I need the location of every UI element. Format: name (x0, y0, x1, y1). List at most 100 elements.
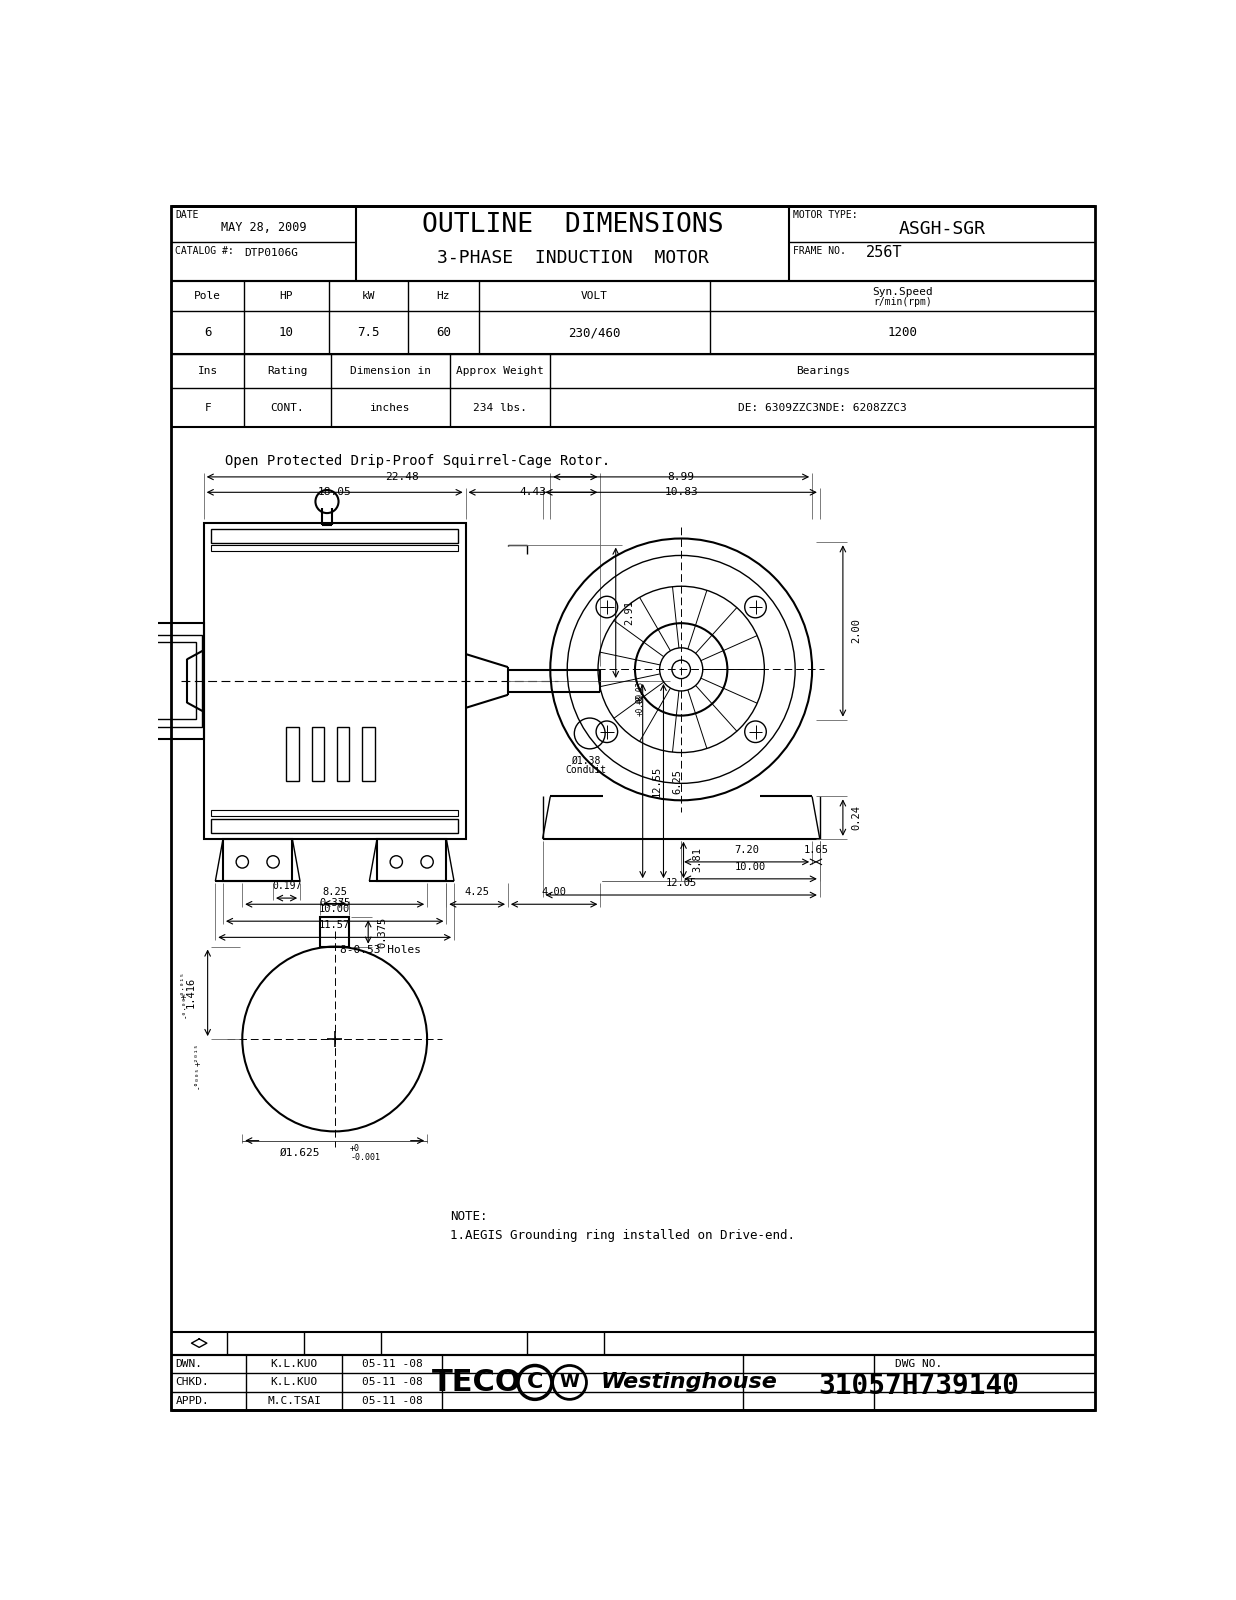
Bar (320, 917, 349, 947)
Text: 4.43: 4.43 (519, 488, 546, 498)
Bar (204, 523, 466, 838)
Text: 12.55: 12.55 (651, 765, 661, 797)
Text: -°⁰⁰⁵: -°⁰⁰⁵ (194, 1066, 203, 1090)
Bar (148, 635, 203, 726)
Text: +0.09: +0.09 (635, 693, 645, 715)
Text: 4.25: 4.25 (465, 886, 489, 898)
Bar (211, 544, 457, 550)
Bar (222, 838, 293, 882)
Text: 6.25: 6.25 (672, 768, 682, 794)
Text: Conduit: Conduit (565, 765, 607, 774)
Bar (141, 624, 204, 739)
Text: VOLT: VOLT (581, 291, 608, 301)
Text: Pole: Pole (194, 291, 221, 301)
Text: +²⁰¹⁵: +²⁰¹⁵ (194, 1043, 203, 1066)
Text: 22.48: 22.48 (386, 472, 419, 482)
Text: 10.00: 10.00 (319, 904, 350, 914)
Text: W: W (560, 1373, 580, 1392)
Text: Rating: Rating (267, 366, 308, 376)
Text: Hz: Hz (436, 291, 450, 301)
Text: Approx Weight: Approx Weight (456, 366, 544, 376)
Text: DTP0106G: DTP0106G (245, 248, 299, 258)
Bar (211, 810, 457, 816)
Text: CATALOG #:: CATALOG #: (176, 246, 234, 256)
Text: inches: inches (371, 403, 410, 413)
Bar (211, 819, 457, 832)
Text: TECO: TECO (433, 1368, 522, 1397)
Text: -⁰·⁰⁰⁵: -⁰·⁰⁰⁵ (180, 990, 189, 1018)
Text: 2.00: 2.00 (852, 619, 861, 643)
Text: APPD.: APPD. (176, 1395, 209, 1406)
Text: 11.57: 11.57 (319, 920, 350, 930)
Text: OUTLINE  DIMENSIONS: OUTLINE DIMENSIONS (421, 213, 723, 238)
Text: 05-11 -08: 05-11 -08 (362, 1395, 423, 1406)
Text: +8.03: +8.03 (635, 682, 645, 704)
Text: 10.83: 10.83 (664, 488, 698, 498)
Text: ASGH-SGR: ASGH-SGR (899, 219, 986, 238)
Text: Ø1.625: Ø1.625 (279, 1147, 320, 1158)
Bar (377, 838, 446, 882)
Text: MOTOR TYPE:: MOTOR TYPE: (792, 210, 858, 219)
Text: Syn.Speed: Syn.Speed (873, 286, 933, 298)
Text: DWG NO.: DWG NO. (896, 1358, 943, 1370)
Text: NOTE:: NOTE: (450, 1210, 488, 1222)
Text: 8-0.53 Holes: 8-0.53 Holes (340, 946, 421, 955)
Text: 10.00: 10.00 (735, 861, 766, 872)
Text: Bearings: Bearings (796, 366, 850, 376)
Bar (337, 726, 350, 781)
Text: 256T: 256T (866, 245, 902, 261)
Text: 60: 60 (436, 326, 451, 339)
Text: 7.5: 7.5 (357, 326, 379, 339)
Text: 12.05: 12.05 (665, 878, 697, 888)
Text: K.L.KUO: K.L.KUO (271, 1378, 318, 1387)
Text: 3.81: 3.81 (692, 848, 702, 872)
Text: 05-11 -08: 05-11 -08 (362, 1358, 423, 1370)
Text: 0.375: 0.375 (377, 917, 387, 947)
Text: 234 lbs.: 234 lbs. (473, 403, 528, 413)
Text: r/min(rpm): r/min(rpm) (874, 298, 932, 307)
Text: +0: +0 (350, 1144, 360, 1154)
Text: Open Protected Drip-Proof Squirrel-Cage Rotor.: Open Protected Drip-Proof Squirrel-Cage … (225, 454, 611, 469)
Text: Ø1.38: Ø1.38 (571, 755, 601, 765)
Text: CHKD.: CHKD. (176, 1378, 209, 1387)
Text: C: C (527, 1373, 543, 1392)
Text: 7.20: 7.20 (734, 845, 759, 854)
Bar (311, 726, 324, 781)
Text: 230/460: 230/460 (569, 326, 620, 339)
Bar (287, 726, 299, 781)
Text: 0.24: 0.24 (852, 805, 861, 830)
Text: 1200: 1200 (887, 326, 918, 339)
Text: 10: 10 (278, 326, 294, 339)
Text: MAY 28, 2009: MAY 28, 2009 (221, 221, 307, 234)
Text: 1.AEGIS Grounding ring installed on Drive-end.: 1.AEGIS Grounding ring installed on Driv… (450, 1229, 795, 1242)
Text: F: F (204, 403, 211, 413)
Text: Westinghouse: Westinghouse (601, 1373, 777, 1392)
Text: +⁰·⁰¹⁵: +⁰·⁰¹⁵ (180, 971, 189, 998)
Bar (362, 726, 375, 781)
Text: 8.99: 8.99 (667, 472, 695, 482)
Text: HP: HP (279, 291, 293, 301)
Text: DATE: DATE (176, 210, 199, 219)
Text: 6: 6 (204, 326, 211, 339)
Text: 1.65: 1.65 (803, 845, 828, 854)
Text: Dimension in: Dimension in (350, 366, 431, 376)
Text: 3-PHASE  INDUCTION  MOTOR: 3-PHASE INDUCTION MOTOR (436, 250, 708, 267)
Text: 31057H739140: 31057H739140 (818, 1371, 1020, 1400)
Bar (211, 530, 457, 542)
Text: CONT.: CONT. (271, 403, 304, 413)
Text: -0.001: -0.001 (350, 1154, 381, 1162)
Text: 1.416: 1.416 (185, 978, 195, 1008)
Text: 05-11 -08: 05-11 -08 (362, 1378, 423, 1387)
Text: FRAME NO.: FRAME NO. (792, 246, 845, 256)
Bar (154, 643, 197, 720)
Text: DWN.: DWN. (176, 1358, 203, 1370)
Text: M.C.TSAI: M.C.TSAI (267, 1395, 321, 1406)
Text: DE: 6309ZZC3NDE: 6208ZZC3: DE: 6309ZZC3NDE: 6208ZZC3 (738, 403, 907, 413)
Text: K.L.KUO: K.L.KUO (271, 1358, 318, 1370)
Text: 18.05: 18.05 (318, 488, 351, 498)
Text: 0.197: 0.197 (272, 880, 302, 891)
Text: 2.91: 2.91 (624, 600, 634, 626)
Text: 8.25: 8.25 (323, 886, 347, 898)
Text: Ins: Ins (198, 366, 218, 376)
Text: 0.375: 0.375 (319, 899, 350, 909)
